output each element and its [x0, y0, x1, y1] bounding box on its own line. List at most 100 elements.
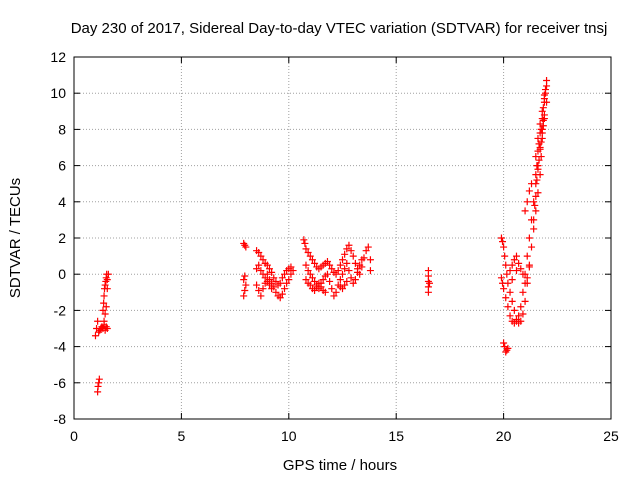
data-point [263, 270, 271, 278]
data-point [500, 285, 508, 293]
data-point [306, 270, 314, 278]
data-point [253, 281, 261, 289]
y-tick-label: 8 [58, 121, 66, 137]
data-point [523, 274, 531, 282]
data-point [351, 276, 359, 284]
data-point [302, 276, 310, 284]
data-point [330, 292, 338, 300]
data-point [521, 207, 529, 215]
data-point [101, 281, 109, 289]
data-point [525, 187, 533, 195]
y-axis-title: SDTVAR / TECUs [7, 178, 24, 298]
data-point [502, 261, 510, 269]
data-point [91, 332, 99, 340]
data-point [343, 245, 351, 253]
data-point [306, 281, 314, 289]
data-point [503, 270, 511, 278]
data-point [308, 274, 316, 282]
data-point [99, 306, 107, 314]
data-point [510, 306, 518, 314]
data-point [241, 272, 249, 280]
data-point [351, 259, 359, 267]
data-point [240, 276, 248, 284]
data-point [345, 241, 353, 249]
data-point [532, 171, 540, 179]
data-point [530, 216, 538, 224]
data-point [285, 276, 293, 284]
data-point [328, 285, 336, 293]
data-point [497, 234, 505, 242]
data-point [241, 286, 249, 294]
data-point [268, 285, 276, 293]
data-point [326, 277, 334, 285]
data-point [534, 165, 542, 173]
data-point [543, 82, 551, 90]
data-point [504, 303, 512, 311]
data-point [539, 122, 547, 130]
data-point [535, 156, 543, 164]
data-point [347, 274, 355, 282]
data-point [356, 261, 364, 269]
y-tick-label: 4 [58, 194, 66, 210]
data-point [276, 294, 284, 302]
data-point [525, 234, 533, 242]
data-point [425, 279, 433, 287]
y-tick-label: -4 [54, 339, 67, 355]
data-point [538, 129, 546, 137]
data-point [255, 286, 263, 294]
data-point [500, 339, 508, 347]
data-point [343, 277, 351, 285]
data-point [540, 95, 548, 103]
data-point [519, 270, 527, 278]
data-point [328, 265, 336, 273]
data-point [100, 299, 108, 307]
data-point [287, 263, 295, 271]
data-point [532, 153, 540, 161]
data-point [332, 270, 340, 278]
data-point [502, 294, 510, 302]
data-point [103, 285, 111, 293]
data-point [366, 267, 374, 275]
data-point [536, 145, 544, 153]
data-point [332, 288, 340, 296]
data-point [519, 310, 527, 318]
x-tick-label: 5 [178, 428, 186, 444]
data-point [499, 238, 507, 246]
data-point [259, 256, 267, 264]
data-point [302, 245, 310, 253]
data-point [281, 270, 289, 278]
data-point [308, 256, 316, 264]
y-tick-label: 12 [50, 49, 66, 65]
x-tick-label: 10 [281, 428, 297, 444]
data-point [95, 375, 103, 383]
data-point [510, 256, 518, 264]
data-point [523, 198, 531, 206]
x-tick-label: 20 [496, 428, 512, 444]
data-point [265, 265, 273, 273]
data-point [306, 252, 314, 260]
data-point [528, 180, 536, 188]
data-point [241, 241, 249, 249]
data-point [304, 248, 312, 256]
data-point [358, 256, 366, 264]
data-point [103, 325, 111, 332]
data-point [343, 259, 351, 267]
data-point [354, 268, 362, 276]
data-point [257, 252, 265, 260]
data-point [334, 267, 342, 275]
data-point [366, 256, 374, 264]
data-point [240, 292, 248, 300]
y-tick-label: 10 [50, 85, 66, 101]
data-point [515, 259, 523, 267]
data-point [521, 279, 529, 287]
data-point [315, 279, 323, 287]
data-point [257, 267, 265, 275]
data-point [323, 258, 331, 266]
data-point [512, 267, 520, 275]
data-point [528, 243, 536, 251]
data-point [253, 265, 261, 273]
data-point [317, 283, 325, 291]
data-point [263, 277, 271, 285]
data-point [336, 261, 344, 269]
data-point [424, 288, 432, 296]
